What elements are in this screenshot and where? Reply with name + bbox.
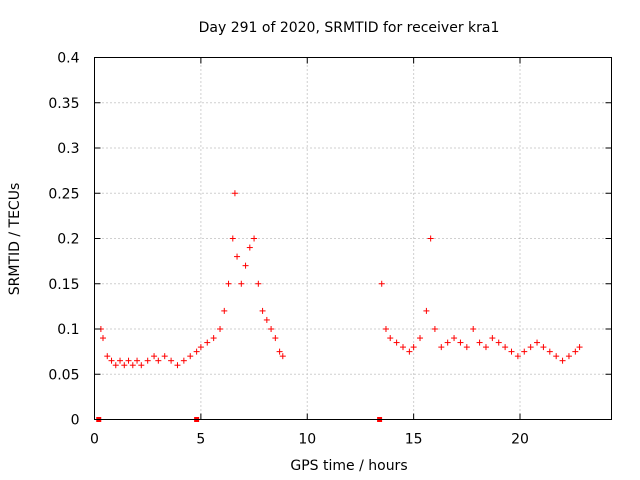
data-point xyxy=(399,344,406,351)
y-tick-label: 0.2 xyxy=(57,232,79,248)
grid-lines xyxy=(94,57,612,420)
data-point xyxy=(238,280,245,287)
chart-title: Day 291 of 2020, SRMTID for receiver kra… xyxy=(199,20,500,36)
y-tick-label: 0.05 xyxy=(48,367,79,383)
data-point xyxy=(168,357,175,364)
data-point xyxy=(457,339,464,346)
data-point xyxy=(572,348,579,355)
axis-ticks xyxy=(94,57,612,420)
y-axis-label: SRMTID / TECUs xyxy=(7,183,23,296)
data-point xyxy=(117,357,124,364)
data-point xyxy=(527,344,534,351)
x-tick-label: 20 xyxy=(511,432,529,448)
data-point xyxy=(129,362,136,369)
data-point xyxy=(229,235,236,242)
data-point xyxy=(121,362,128,369)
data-point xyxy=(144,357,151,364)
data-point xyxy=(225,280,232,287)
data-point xyxy=(489,335,496,342)
data-point xyxy=(534,339,541,346)
data-point xyxy=(263,316,270,323)
data-point xyxy=(393,339,400,346)
data-point xyxy=(444,339,451,346)
data-point xyxy=(431,326,438,332)
data-point xyxy=(197,344,204,351)
data-point xyxy=(108,357,115,364)
data-point xyxy=(495,339,502,346)
data-point xyxy=(104,353,111,360)
data-point xyxy=(125,357,132,364)
data-point xyxy=(100,335,107,342)
data-point xyxy=(417,335,424,342)
data-point xyxy=(272,335,279,342)
data-point xyxy=(423,307,430,314)
data-point xyxy=(451,335,458,342)
data-point xyxy=(242,262,249,269)
x-tick-label: 0 xyxy=(90,432,99,448)
data-point xyxy=(406,348,413,355)
data-point xyxy=(378,280,385,287)
data-point xyxy=(161,353,168,360)
data-point xyxy=(138,362,145,369)
x-axis-label: GPS time / hours xyxy=(290,458,407,474)
y-tick-label: 0.25 xyxy=(48,186,79,202)
data-point xyxy=(210,335,217,342)
data-point xyxy=(482,344,489,351)
data-point xyxy=(234,253,241,260)
y-tick-label: 0.3 xyxy=(57,141,79,157)
data-point xyxy=(180,357,187,364)
data-point xyxy=(231,190,238,197)
data-point xyxy=(151,353,158,360)
x-tick-label: 5 xyxy=(196,432,205,448)
data-point xyxy=(217,326,224,332)
y-tick-label: 0.4 xyxy=(57,51,79,67)
x-tick-label: 10 xyxy=(298,432,316,448)
data-point xyxy=(246,244,253,251)
y-tick-label: 0.15 xyxy=(48,277,79,293)
data-point xyxy=(438,344,445,351)
data-point xyxy=(410,344,417,351)
x-tick-label: 15 xyxy=(405,432,423,448)
data-point xyxy=(546,348,553,355)
data-point xyxy=(382,326,389,332)
data-point xyxy=(276,348,283,355)
y-tick-label: 0 xyxy=(71,413,80,429)
data-point xyxy=(174,362,181,369)
data-point xyxy=(470,326,477,332)
data-point xyxy=(521,348,528,355)
data-point xyxy=(155,357,162,364)
data-point xyxy=(259,307,266,314)
data-point xyxy=(112,362,119,369)
data-point xyxy=(559,357,566,364)
data-point xyxy=(204,339,211,346)
data-point xyxy=(502,344,509,351)
data-point xyxy=(540,344,547,351)
data-point xyxy=(508,348,515,355)
data-point xyxy=(476,339,483,346)
data-point xyxy=(187,353,194,360)
data-point xyxy=(134,357,141,364)
data-point xyxy=(427,235,434,242)
data-point xyxy=(193,348,200,355)
data-point xyxy=(221,307,228,314)
data-point xyxy=(576,344,583,351)
data-point xyxy=(565,353,572,360)
data-points xyxy=(97,190,583,369)
y-tick-label: 0.1 xyxy=(57,322,79,338)
data-point xyxy=(279,353,286,360)
data-point xyxy=(251,235,258,242)
data-point xyxy=(553,353,560,360)
data-point xyxy=(463,344,470,351)
y-tick-label: 0.35 xyxy=(48,96,79,112)
data-point xyxy=(387,335,394,342)
data-point xyxy=(514,353,521,360)
data-point xyxy=(268,326,275,332)
data-point xyxy=(255,280,262,287)
